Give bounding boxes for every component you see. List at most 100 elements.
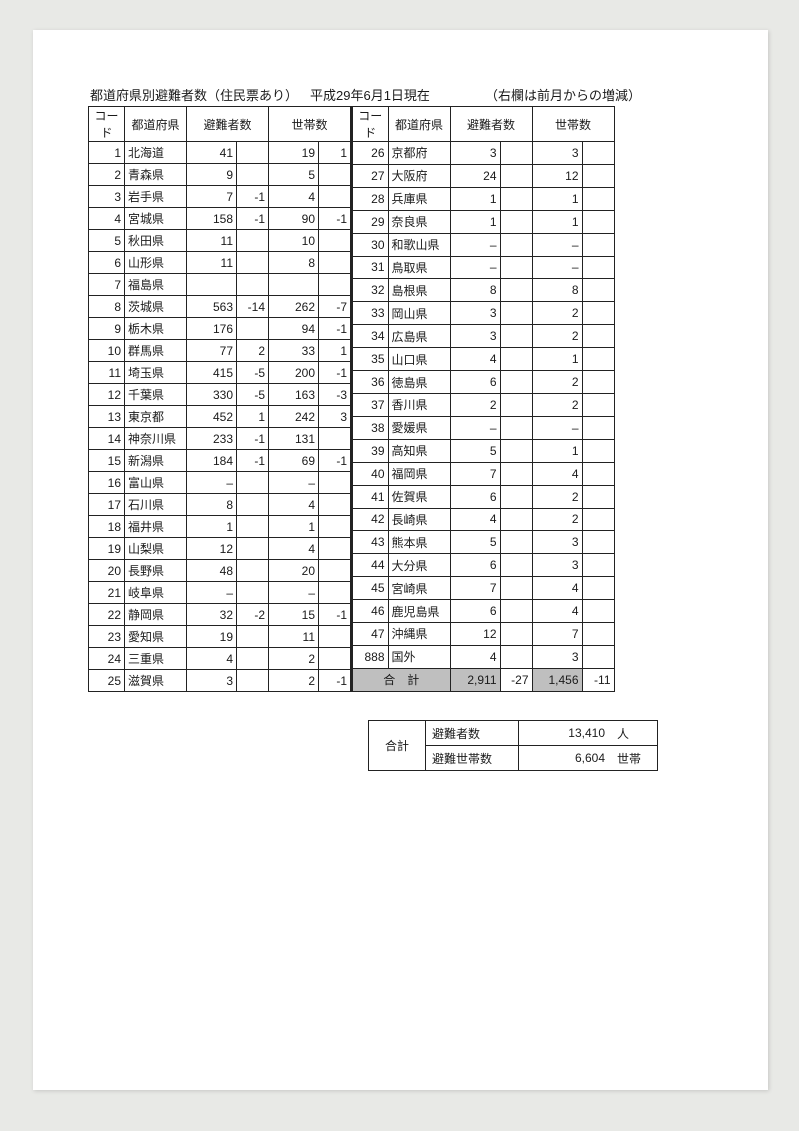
- cell-hh: 262: [269, 296, 319, 318]
- cell-code: 36: [352, 371, 388, 394]
- cell-evac: 2: [450, 393, 500, 416]
- cell-code: 38: [352, 416, 388, 439]
- cell-hh-delta: [319, 164, 351, 186]
- cell-code: 46: [352, 600, 388, 623]
- cell-hh-delta: [582, 279, 614, 302]
- document-sheet: 都道府県別避難者数（住民票あり） 平成29年6月1日現在 （右欄は前月からの増減…: [33, 30, 768, 1090]
- table-row: 23愛知県1911: [89, 626, 351, 648]
- cell-hh-delta: [319, 648, 351, 670]
- cell-hh: 131: [269, 428, 319, 450]
- cell-evac: 6: [450, 600, 500, 623]
- cell-hh-delta: 1: [319, 340, 351, 362]
- summary-table: 合計 避難者数 13,410 人 避難世帯数 6,604 世帯: [368, 720, 658, 771]
- cell-pref: 国外: [388, 645, 450, 668]
- table-left: コード 都道府県 避難者数 世帯数 1北海道411912青森県953岩手県7-1…: [88, 106, 351, 692]
- cell-evac-delta: [500, 233, 532, 256]
- cell-evac: 77: [187, 340, 237, 362]
- cell-code: 28: [352, 187, 388, 210]
- cell-evac-delta: [237, 538, 269, 560]
- table-row: 28兵庫県11: [352, 187, 614, 210]
- cell-hh-delta: 1: [319, 142, 351, 164]
- summary-box-label: 合計: [369, 721, 426, 771]
- cell-hh-delta: [319, 560, 351, 582]
- cell-code: 44: [352, 554, 388, 577]
- cell-evac-delta: -14: [237, 296, 269, 318]
- cell-pref: 愛知県: [125, 626, 187, 648]
- cell-evac-delta: [237, 472, 269, 494]
- totals-hh: 1,456: [532, 668, 582, 691]
- cell-evac-delta: [500, 279, 532, 302]
- cell-hh-delta: [582, 508, 614, 531]
- cell-hh-delta: [582, 256, 614, 279]
- cell-code: 5: [89, 230, 125, 252]
- summary-hh-unit: 世帯: [611, 746, 658, 771]
- cell-pref: 滋賀県: [125, 670, 187, 692]
- cell-hh-delta: [319, 252, 351, 274]
- table-row: 34広島県32: [352, 325, 614, 348]
- cell-hh: 1: [532, 348, 582, 371]
- cell-code: 26: [352, 142, 388, 165]
- cell-pref: 山口県: [388, 348, 450, 371]
- cell-pref: 佐賀県: [388, 485, 450, 508]
- cell-evac-delta: [500, 325, 532, 348]
- cell-code: 39: [352, 439, 388, 462]
- cell-evac: 48: [187, 560, 237, 582]
- cell-evac: 4: [450, 508, 500, 531]
- cell-evac-delta: [500, 348, 532, 371]
- table-row: 39高知県51: [352, 439, 614, 462]
- cell-evac-delta: [500, 554, 532, 577]
- cell-evac: 7: [450, 462, 500, 485]
- cell-hh-delta: -7: [319, 296, 351, 318]
- cell-pref: 茨城県: [125, 296, 187, 318]
- cell-pref: 北海道: [125, 142, 187, 164]
- cell-hh-delta: [582, 600, 614, 623]
- cell-code: 29: [352, 210, 388, 233]
- cell-evac-delta: [500, 210, 532, 233]
- cell-hh-delta: [582, 302, 614, 325]
- table-row: 32島根県88: [352, 279, 614, 302]
- hdr-evac: 避難者数: [187, 107, 269, 142]
- cell-pref: 秋田県: [125, 230, 187, 252]
- cell-evac-delta: -1: [237, 208, 269, 230]
- cell-pref: 京都府: [388, 142, 450, 165]
- table-row: 15新潟県184-169-1: [89, 450, 351, 472]
- table-row: 45宮崎県74: [352, 577, 614, 600]
- cell-code: 30: [352, 233, 388, 256]
- cell-code: 33: [352, 302, 388, 325]
- cell-evac-delta: [500, 623, 532, 646]
- cell-evac-delta: [500, 142, 532, 165]
- table-row: 24三重県42: [89, 648, 351, 670]
- cell-code: 32: [352, 279, 388, 302]
- cell-evac-delta: [500, 256, 532, 279]
- cell-hh: 4: [532, 600, 582, 623]
- summary-evac-value: 13,410: [519, 721, 612, 746]
- tables-container: コード 都道府県 避難者数 世帯数 1北海道411912青森県953岩手県7-1…: [88, 106, 723, 692]
- cell-code: 14: [89, 428, 125, 450]
- cell-pref: 福井県: [125, 516, 187, 538]
- cell-pref: 奈良県: [388, 210, 450, 233]
- cell-hh: 2: [532, 485, 582, 508]
- cell-pref: 和歌山県: [388, 233, 450, 256]
- cell-pref: 福島県: [125, 274, 187, 296]
- cell-code: 13: [89, 406, 125, 428]
- cell-hh: 2: [532, 325, 582, 348]
- cell-hh: 4: [532, 577, 582, 600]
- cell-evac-delta: 2: [237, 340, 269, 362]
- cell-hh-delta: [582, 531, 614, 554]
- cell-pref: 高知県: [388, 439, 450, 462]
- cell-evac: 176: [187, 318, 237, 340]
- table-row: 27大阪府2412: [352, 164, 614, 187]
- cell-evac: –: [450, 416, 500, 439]
- cell-hh: 11: [269, 626, 319, 648]
- table-right: コード 都道府県 避難者数 世帯数 26京都府3327大阪府241228兵庫県1…: [351, 106, 615, 692]
- table-row: 36徳島県62: [352, 371, 614, 394]
- cell-hh-delta: -1: [319, 450, 351, 472]
- cell-hh: 3: [532, 531, 582, 554]
- table-row: 17石川県84: [89, 494, 351, 516]
- cell-hh: 15: [269, 604, 319, 626]
- cell-hh: 5: [269, 164, 319, 186]
- cell-hh-delta: [582, 348, 614, 371]
- cell-pref: 栃木県: [125, 318, 187, 340]
- cell-hh-delta: [319, 582, 351, 604]
- cell-hh-delta: [319, 626, 351, 648]
